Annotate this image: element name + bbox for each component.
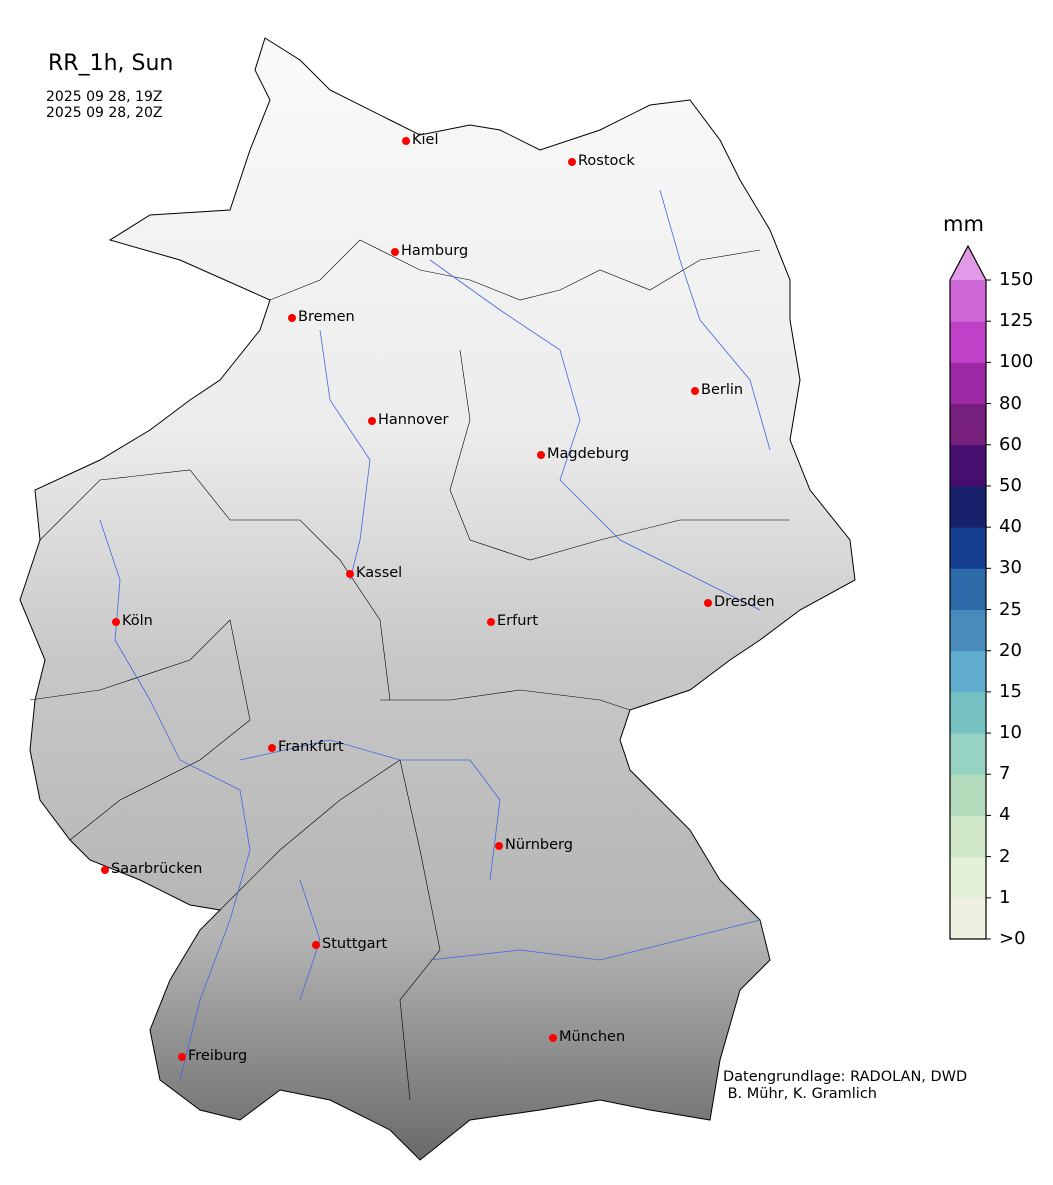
city-label: Stuttgart — [322, 936, 388, 952]
city-label: Magdeburg — [547, 446, 630, 462]
colorbar-tick-label: 40 — [999, 516, 1022, 538]
colorbar-tick-label: 150 — [999, 269, 1034, 290]
state-borders — [29, 239, 790, 1101]
valid-to: 2025 09 28, 20Z — [46, 105, 163, 121]
city-label: Rostock — [578, 153, 635, 169]
map-title: RR_1h, Sun — [48, 51, 174, 76]
city-label: Freiburg — [188, 1048, 248, 1064]
city-label: Dresden — [714, 594, 775, 610]
city-marker — [368, 417, 376, 425]
colorbar-segment — [950, 650, 986, 693]
colorbar-segment — [950, 444, 986, 487]
colorbar-segment — [950, 280, 986, 322]
colorbar-tick-label: 100 — [999, 351, 1034, 373]
city-marker — [549, 1034, 557, 1042]
colorbar-segment — [950, 568, 986, 610]
colorbar — [949, 244, 991, 940]
city-marker — [288, 314, 296, 322]
colorbar-segment — [950, 609, 986, 652]
city-label: München — [559, 1029, 626, 1045]
credit: Datengrundlage: RADOLAN, DWD B. Mühr, K.… — [723, 1069, 967, 1103]
city-marker — [691, 387, 699, 395]
colorbar-tick-label: 125 — [999, 310, 1034, 332]
city-marker — [704, 599, 712, 607]
colorbar-tick-label: 1 — [999, 886, 1011, 908]
colorbar-segment — [950, 321, 986, 363]
rivers — [99, 189, 771, 1081]
city-label: Berlin — [701, 382, 744, 398]
colorbar-segment — [950, 527, 986, 569]
city-marker — [391, 248, 399, 256]
colorbar-unit: mm — [943, 212, 984, 236]
colorbar-segment — [950, 774, 986, 816]
city-marker — [101, 866, 109, 874]
colorbar-tick-label: 2 — [999, 845, 1011, 867]
city-label: Saarbrücken — [111, 861, 203, 877]
city-marker — [268, 744, 276, 752]
colorbar-extend-arrow — [950, 246, 986, 280]
city-label: Erfurt — [497, 613, 539, 629]
city-label: Bremen — [298, 309, 355, 325]
colorbar-segment — [950, 403, 986, 446]
colorbar-tick-label: 20 — [999, 639, 1022, 661]
colorbar-segment — [950, 485, 986, 528]
colorbar-outline — [949, 244, 987, 940]
colorbar-tick-label: 10 — [999, 722, 1022, 744]
colorbar-tick-label: >0 — [999, 928, 1026, 949]
colorbar-tick-label: 25 — [999, 598, 1022, 620]
credit-source: Datengrundlage: RADOLAN, DWD — [723, 1069, 968, 1085]
city-marker — [487, 618, 495, 626]
city-marker — [568, 158, 576, 166]
colorbar-segment — [950, 691, 986, 734]
colorbar-segment — [950, 856, 986, 899]
city-marker — [402, 137, 410, 145]
colorbar-tick-label: 15 — [999, 680, 1022, 702]
city-marker — [312, 941, 320, 949]
colorbar-tick-label: 4 — [999, 804, 1011, 826]
colorbar-tick-label: 7 — [999, 763, 1011, 785]
colorbar-tick-label: 50 — [999, 474, 1022, 496]
city-marker — [495, 842, 503, 850]
city-label: Köln — [122, 613, 153, 629]
colorbar-tick-label: 80 — [999, 392, 1022, 414]
colorbar-segment — [950, 733, 986, 775]
credit-authors: B. Mühr, K. Gramlich — [723, 1086, 877, 1102]
city-label: Kiel — [412, 132, 439, 148]
city-label: Frankfurt — [278, 739, 344, 755]
city-label: Kassel — [356, 565, 403, 581]
city-label: Nürnberg — [505, 837, 573, 853]
city-marker — [112, 618, 120, 626]
city-label: Hamburg — [401, 243, 469, 259]
city-label: Hannover — [378, 412, 449, 428]
colorbar-tick-label: 30 — [999, 557, 1022, 579]
city-marker — [537, 451, 545, 459]
germany-outline — [19, 37, 856, 1161]
colorbar-segment — [950, 815, 986, 858]
city-marker — [346, 570, 354, 578]
colorbar-segment — [950, 897, 986, 940]
city-marker — [178, 1053, 186, 1061]
valid-from: 2025 09 28, 19Z — [46, 89, 163, 105]
colorbar-segment — [950, 362, 986, 405]
colorbar-tick-label: 60 — [999, 433, 1022, 455]
